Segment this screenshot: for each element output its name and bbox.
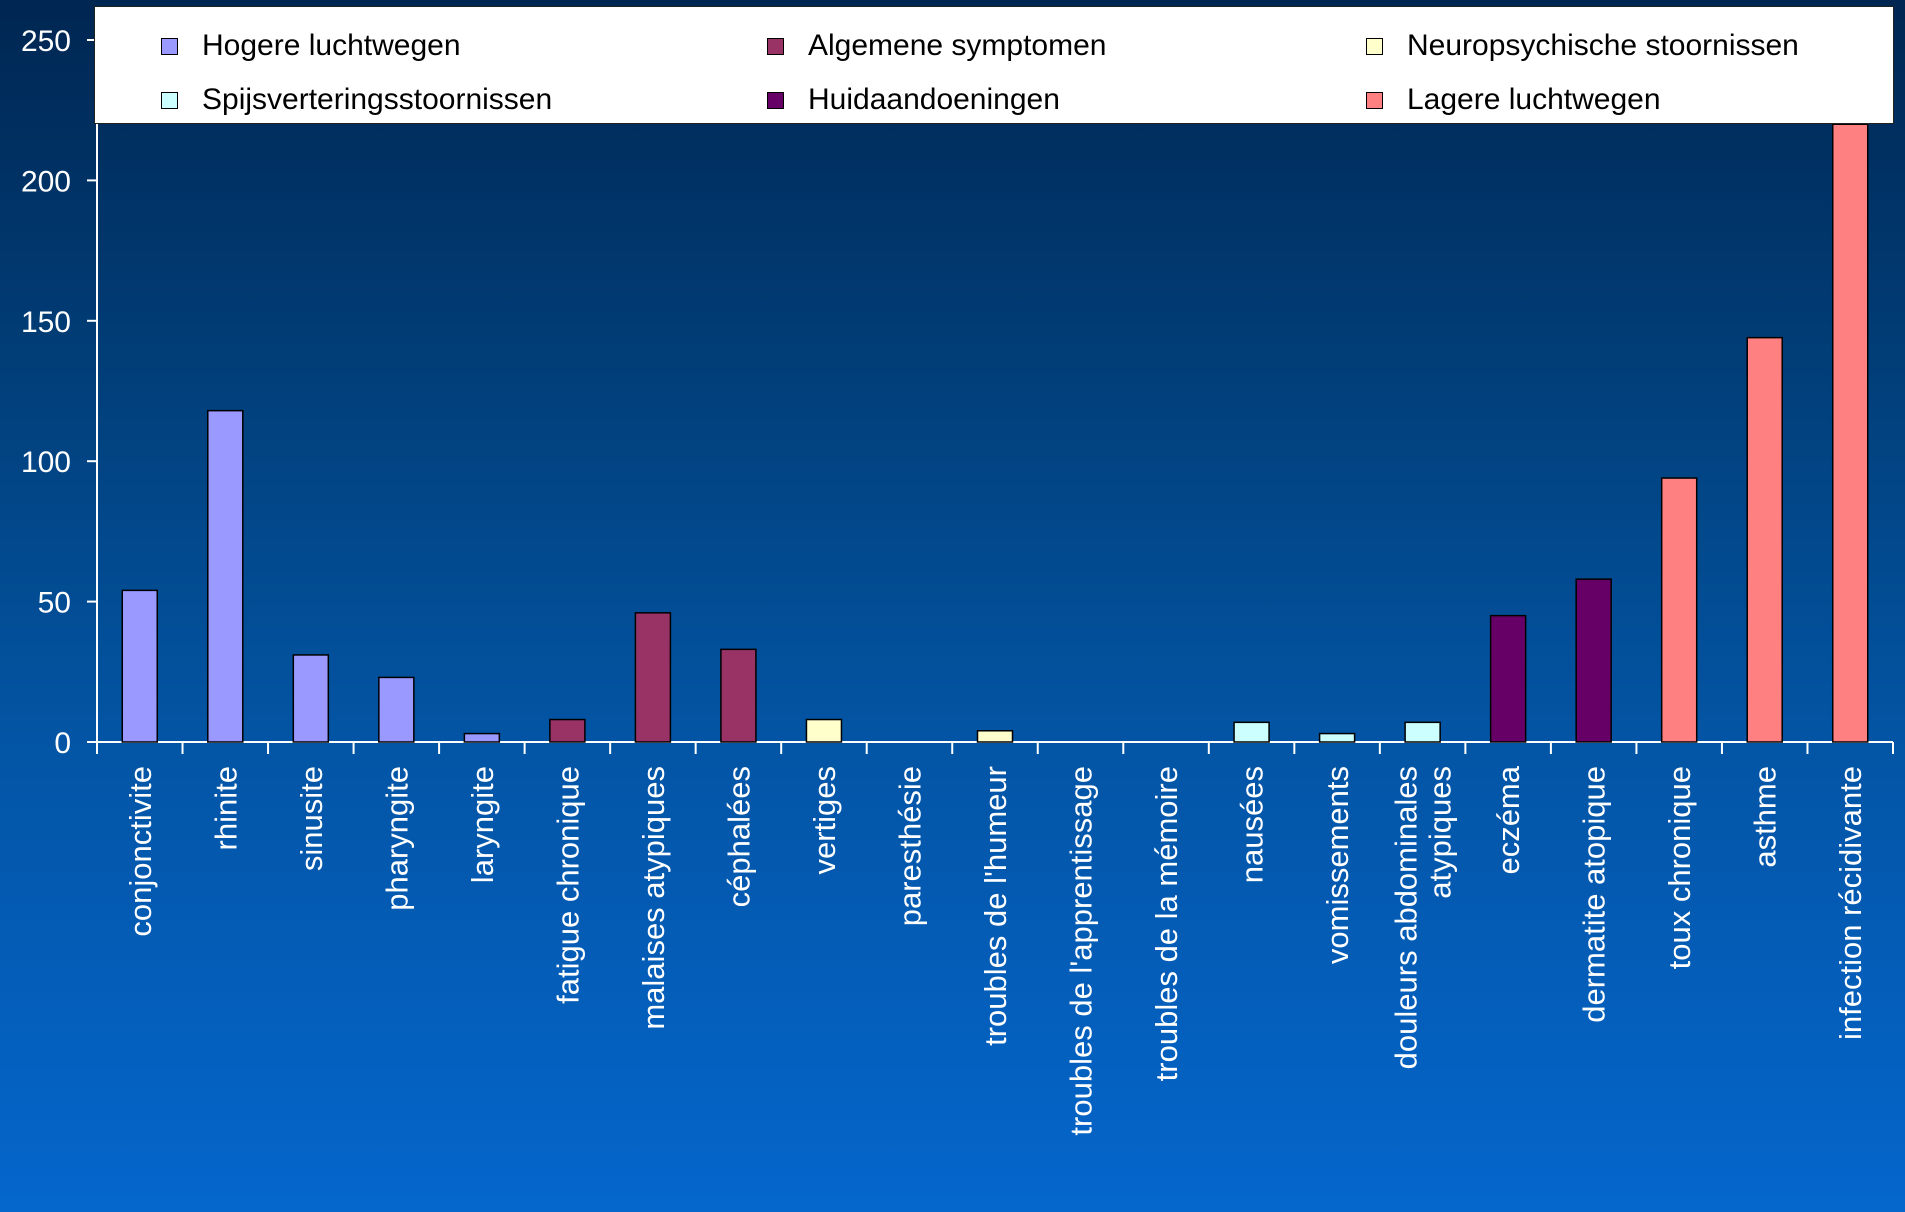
x-tick-label: eczéma [1491, 765, 1526, 874]
bar [207, 409, 244, 743]
x-tick-label: paresthésie [892, 766, 927, 926]
x-tick-label: dermatite atopique [1577, 766, 1612, 1023]
legend-item-huidaandoeningen: Huidaandoeningen [767, 83, 1060, 117]
bar [292, 654, 330, 743]
legend-label: Hogere luchtwegen [202, 29, 461, 62]
legend-item-algemene-symptomen: Algemene symptomen [767, 29, 1106, 63]
x-tick-label: troubles de l'humeur [978, 766, 1013, 1046]
bar [1746, 336, 1783, 743]
legend-swatch [1366, 91, 1383, 109]
x-tick-label: sinusite [294, 766, 329, 871]
x-tick-label: malaises atypiques [636, 766, 671, 1030]
legend-item-lagere-luchtwegen: Lagere luchtwegen [1366, 83, 1661, 117]
x-tick-label: asthme [1748, 766, 1783, 868]
bar [1660, 477, 1698, 743]
x-tick-label: conjonctivite [123, 766, 158, 937]
bar [805, 718, 843, 743]
bar [1831, 123, 1869, 743]
legend-item-spijsverteringsstoornissen: Spijsverteringsstoornissen [161, 83, 552, 117]
chart-legend: Hogere luchtwegen Algemene symptomen Neu… [94, 6, 1894, 124]
legend-label: Huidaandoeningen [808, 83, 1060, 116]
bar [549, 718, 586, 743]
legend-item-hogere-luchtwegen: Hogere luchtwegen [161, 29, 461, 63]
bar [1489, 614, 1527, 743]
x-tick-label: vomissements [1320, 766, 1355, 964]
chart-axes: 0 50 100 150 200 250 [21, 25, 1894, 760]
x-tick-label: infection récidivante [1833, 766, 1868, 1040]
legend-swatch [161, 91, 178, 109]
bar [1233, 721, 1270, 743]
y-tick-label: 0 [54, 727, 71, 760]
y-tick-label: 100 [21, 446, 71, 479]
legend-label: Lagere luchtwegen [1407, 83, 1661, 116]
x-tick-label: douleurs abdominales [1389, 766, 1424, 1069]
legend-swatch [767, 91, 784, 109]
bar [634, 612, 672, 743]
bar [1404, 721, 1441, 743]
x-tick-label: toux chronique [1662, 766, 1697, 969]
x-tick-label: atypiques [1423, 766, 1458, 899]
y-tick-label: 250 [21, 25, 71, 58]
x-tick-label: laryngite [465, 766, 500, 883]
legend-label: Neuropsychische stoornissen [1407, 29, 1799, 62]
x-tick-label: rhinite [208, 766, 243, 850]
y-tick-label: 200 [21, 165, 71, 198]
x-tick-labels: conjonctivite rhinite sinusite pharyngite la… [123, 765, 1868, 1135]
bar [121, 589, 159, 743]
x-tick-label: pharyngite [379, 766, 414, 911]
chart-bars [121, 123, 1869, 743]
legend-item-neuropsychische-stoornissen: Neuropsychische stoornissen [1366, 29, 1799, 63]
legend-label: Algemene symptomen [808, 29, 1107, 62]
x-tick-label: nausées [1235, 766, 1270, 883]
legend-swatch [767, 37, 784, 55]
legend-swatch [161, 37, 178, 55]
bar [1318, 732, 1356, 743]
bar [463, 732, 501, 743]
y-tick-label: 150 [21, 306, 71, 339]
bar [1575, 578, 1612, 743]
bar [976, 730, 1014, 743]
x-tick-label: troubles de la mémoire [1149, 766, 1184, 1081]
bar [378, 676, 415, 743]
bar [720, 648, 757, 743]
y-tick-label: 50 [38, 587, 71, 620]
x-tick-label: fatigue chronique [550, 766, 585, 1004]
legend-swatch [1366, 37, 1383, 55]
x-tick-label: vertiges [807, 766, 842, 875]
x-tick-label: troubles de l'apprentissage [1064, 766, 1099, 1136]
x-tick-label: céphalées [721, 766, 756, 907]
legend-label: Spijsverteringsstoornissen [202, 83, 553, 116]
